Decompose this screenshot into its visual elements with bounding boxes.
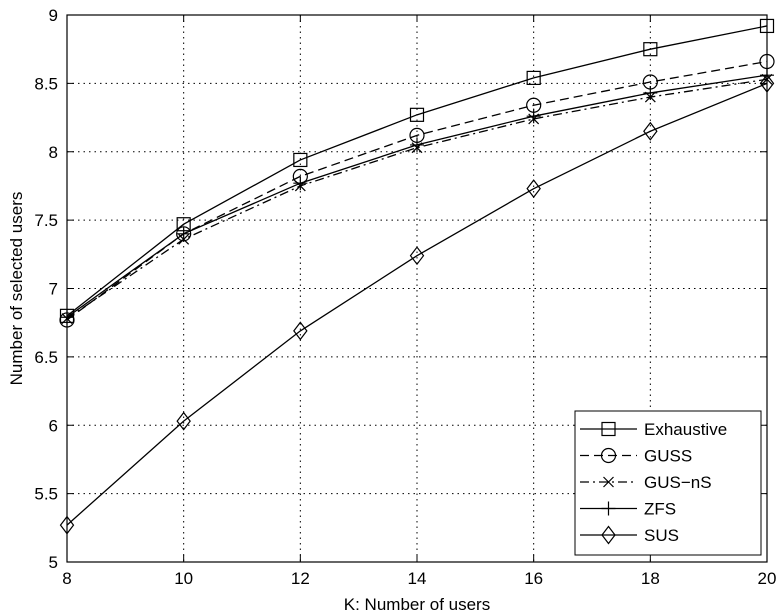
legend: Exhaustive GUSS GUS−nS ZFS SUS <box>574 410 762 556</box>
data-point <box>409 107 425 122</box>
legend-label: ZFS <box>644 500 676 519</box>
legend-label: Exhaustive <box>644 420 727 439</box>
data-point <box>293 321 308 341</box>
y-axis-label: Number of selected users <box>7 192 26 386</box>
series-group <box>59 18 775 535</box>
y-tick-label: 5 <box>49 553 58 572</box>
data-point <box>643 121 658 141</box>
x-tick-label: 10 <box>174 569 193 588</box>
series-line <box>66 25 768 317</box>
data-point <box>293 176 308 191</box>
series-4 <box>59 73 775 535</box>
legend-item: SUS <box>580 525 679 545</box>
y-tick-label: 8.5 <box>34 74 58 93</box>
y-tick-label: 6.5 <box>34 348 58 367</box>
legend-label: GUS−nS <box>644 473 712 492</box>
legend-marker <box>600 447 617 464</box>
data-point <box>643 85 658 100</box>
y-tick-label: 5.5 <box>34 485 58 504</box>
data-point <box>643 42 658 57</box>
legend-marker <box>601 501 616 516</box>
x-tick-label: 8 <box>62 569 71 588</box>
data-point <box>409 246 425 266</box>
y-tick-label: 8 <box>49 143 58 162</box>
data-point <box>410 137 424 152</box>
series-line <box>66 82 768 526</box>
legend-item: GUS−nS <box>580 473 712 492</box>
data-point <box>526 109 541 124</box>
x-tick-label: 16 <box>524 569 543 588</box>
y-tick-label: 7 <box>49 280 58 299</box>
x-tick-label: 12 <box>291 569 310 588</box>
legend-marker <box>601 525 616 545</box>
x-tick-label: 18 <box>641 569 660 588</box>
y-tick-label: 7.5 <box>34 211 58 230</box>
data-point <box>176 226 191 241</box>
data-point <box>176 411 191 431</box>
legend-label: GUSS <box>644 447 692 466</box>
data-point <box>526 179 541 199</box>
legend-marker <box>603 476 614 488</box>
data-point <box>293 152 308 168</box>
y-tick-label: 9 <box>49 6 58 25</box>
legend-label: SUS <box>644 526 679 545</box>
legend-item: Exhaustive <box>580 420 727 439</box>
x-tick-label: 14 <box>408 569 427 588</box>
data-point <box>526 70 541 86</box>
x-tick-label: 20 <box>758 569 777 588</box>
legend-item: GUSS <box>580 447 692 466</box>
legend-item: ZFS <box>580 500 676 519</box>
x-axis-label: K: Number of users <box>344 595 490 614</box>
legend-marker <box>601 421 616 437</box>
y-tick-label: 6 <box>49 416 58 435</box>
axis-ticks: 8 10 12 14 16 18 20 5 5.5 6 6.5 7 7.5 8 8.5 9 <box>34 6 776 588</box>
